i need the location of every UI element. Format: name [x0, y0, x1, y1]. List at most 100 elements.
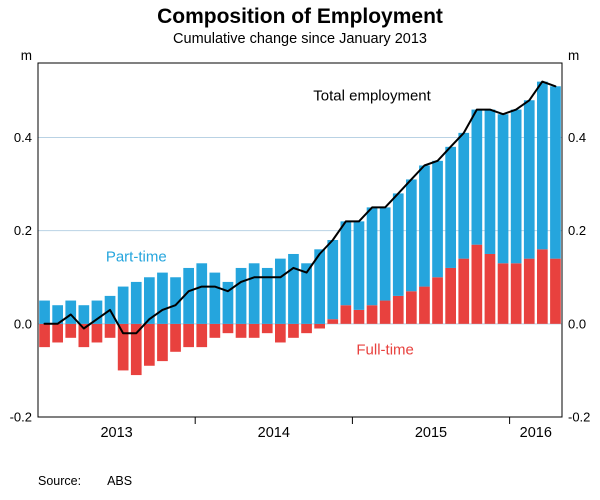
bar-part-time — [445, 146, 456, 268]
y-tick-label-left: 0.0 — [14, 316, 32, 331]
bar-part-time — [510, 109, 522, 264]
bar-part-time — [248, 263, 260, 324]
bar-full-time — [117, 323, 129, 371]
total-line-layer — [43, 80, 557, 335]
bar-full-time — [209, 323, 221, 338]
plot-area: m m -0.2 -0.2 0.0 0.0 0.2 0.2 0.4 0.4 2013 2014 2015… — [10, 49, 591, 441]
source-value: ABS — [107, 474, 133, 488]
bar-part-time — [275, 258, 286, 324]
bar-full-time — [183, 323, 194, 348]
gridlines — [38, 137, 562, 325]
bar-part-time — [458, 132, 470, 259]
bar-part-time — [209, 272, 221, 324]
bar-part-time — [261, 267, 273, 324]
bar-full-time — [432, 277, 443, 324]
x-year-label: 2015 — [415, 425, 447, 441]
bar-full-time — [130, 323, 142, 376]
y-tick-label-left: 0.2 — [14, 223, 32, 238]
bar-full-time — [275, 323, 286, 343]
bar-full-time — [261, 323, 273, 334]
bar-full-time — [196, 323, 208, 348]
bar-part-time — [183, 267, 194, 324]
chart-subtitle: Cumulative change since January 2013 — [173, 31, 427, 47]
bar-full-time — [550, 258, 561, 324]
bar-part-time — [392, 193, 404, 296]
bar-full-time — [523, 258, 535, 324]
series-annotation: Part-time — [106, 248, 167, 265]
bar-full-time — [235, 323, 247, 338]
bar-full-time — [65, 323, 77, 338]
bar-full-time — [366, 305, 378, 324]
bar-full-time — [419, 286, 430, 324]
bars-layer — [39, 81, 561, 376]
bar-full-time — [340, 305, 352, 324]
bar-full-time — [510, 263, 522, 324]
bar-full-time — [288, 323, 299, 338]
chart-title: Composition of Employment — [157, 5, 443, 28]
annotations-layer: Total employment Part-time Full-time — [106, 88, 432, 359]
axis-labels: m m -0.2 -0.2 0.0 0.0 0.2 0.2 0.4 0.4 2013 2014 2015… — [10, 49, 591, 441]
bar-part-time — [484, 109, 496, 254]
bar-full-time — [406, 291, 417, 324]
y-tick-label-right: 0.2 — [568, 223, 586, 238]
bar-part-time — [497, 114, 509, 264]
bar-full-time — [78, 323, 90, 348]
bar-part-time — [288, 253, 299, 324]
bar-part-time — [537, 81, 548, 250]
bar-full-time — [222, 323, 234, 334]
total-employment-line — [43, 80, 557, 335]
bar-full-time — [104, 323, 116, 338]
series-annotation: Full-time — [356, 341, 414, 358]
source-label: Source: — [38, 474, 82, 488]
bar-part-time — [222, 281, 234, 324]
bar-part-time — [170, 277, 181, 324]
bar-part-time — [117, 286, 129, 324]
bar-part-time — [379, 207, 391, 301]
bar-part-time — [406, 179, 417, 292]
bar-part-time — [130, 281, 142, 324]
bar-full-time — [445, 267, 456, 324]
bar-full-time — [52, 323, 63, 343]
y-tick-label-right: -0.2 — [568, 410, 590, 425]
bar-part-time — [432, 160, 443, 278]
bar-part-time — [550, 86, 561, 259]
bar-part-time — [235, 267, 247, 324]
axis-frame — [37, 62, 563, 424]
bar-full-time — [537, 249, 548, 324]
bar-full-time — [91, 323, 103, 343]
bar-part-time — [353, 221, 365, 310]
y-tick-label-right: 0.0 — [568, 316, 586, 331]
bar-full-time — [327, 319, 339, 324]
bar-full-time — [157, 323, 168, 362]
bar-full-time — [144, 323, 155, 366]
bar-full-time — [170, 323, 181, 352]
bar-full-time — [353, 309, 365, 324]
plot-frame — [37, 62, 563, 418]
y-axis-unit-left: m — [21, 49, 32, 63]
bar-part-time — [419, 165, 430, 287]
bar-part-time — [327, 240, 339, 320]
bar-full-time — [484, 253, 496, 324]
y-tick-label-left: -0.2 — [10, 410, 32, 425]
bar-part-time — [65, 300, 77, 324]
y-tick-label-left: 0.4 — [14, 130, 32, 145]
bar-part-time — [314, 249, 325, 324]
bar-part-time — [196, 263, 208, 324]
bar-part-time — [301, 263, 312, 324]
bar-full-time — [379, 300, 391, 324]
source-note: Source: ABS — [38, 474, 132, 488]
bar-full-time — [392, 295, 404, 324]
x-year-label: 2014 — [258, 425, 290, 441]
bar-part-time — [78, 305, 90, 324]
bar-part-time — [366, 207, 378, 306]
bar-full-time — [248, 323, 260, 338]
bar-full-time — [39, 323, 50, 348]
bar-part-time — [91, 300, 103, 324]
bar-part-time — [144, 277, 155, 324]
x-year-label: 2013 — [100, 425, 132, 441]
bar-part-time — [157, 272, 168, 324]
bar-full-time — [301, 323, 312, 334]
x-year-label: 2016 — [520, 425, 552, 441]
bar-part-time — [523, 100, 535, 259]
